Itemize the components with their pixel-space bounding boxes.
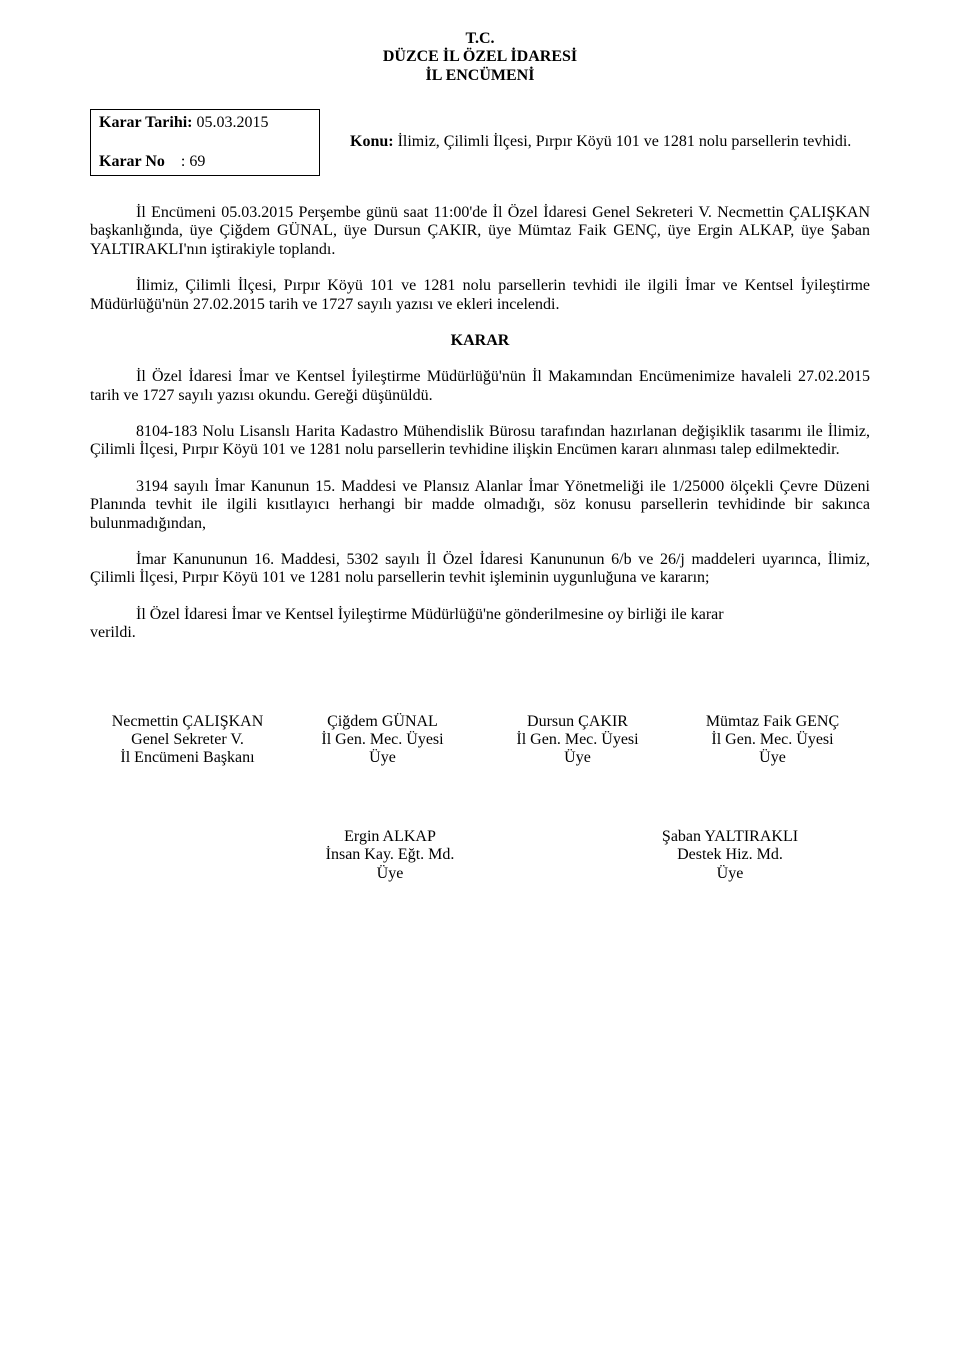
signatory-name: Şaban YALTIRAKLI: [630, 828, 830, 846]
decision-no-label: Karar No: [99, 153, 165, 170]
signatory-title-1: İl Gen. Mec. Üyesi: [480, 731, 675, 749]
decision-date-line: Karar Tarihi: 05.03.2015: [99, 114, 311, 132]
signature-block: Ergin ALKAP İnsan Kay. Eğt. Md. Üye: [290, 828, 490, 883]
signature-block: Şaban YALTIRAKLI Destek Hiz. Md. Üye: [630, 828, 830, 883]
signatory-name: Ergin ALKAP: [290, 828, 490, 846]
decision-no-sep: :: [181, 153, 185, 170]
paragraph-7: İl Özel İdaresi İmar ve Kentsel İyileşti…: [90, 606, 870, 643]
subject-text: İlimiz, Çilimli İlçesi, Pırpır Köyü 101 …: [394, 133, 852, 150]
header-line-1: T.C.: [90, 30, 870, 48]
paragraph-1: İl Encümeni 05.03.2015 Perşembe günü saa…: [90, 204, 870, 259]
subject-label: Konu:: [350, 133, 394, 150]
header-line-2: DÜZCE İL ÖZEL İDARESİ: [90, 48, 870, 66]
header-line-3: İL ENCÜMENİ: [90, 67, 870, 85]
paragraph-3: İl Özel İdaresi İmar ve Kentsel İyileşti…: [90, 368, 870, 405]
signature-block: Dursun ÇAKIR İl Gen. Mec. Üyesi Üye: [480, 713, 675, 768]
signatory-name: Necmettin ÇALIŞKAN: [90, 713, 285, 731]
subject-cell: Konu: İlimiz, Çilimli İlçesi, Pırpır Köy…: [320, 109, 870, 176]
signatory-title-2: Üye: [630, 865, 830, 883]
paragraph-7a: İl Özel İdaresi İmar ve Kentsel İyileşti…: [136, 606, 724, 623]
decision-no-value: 69: [189, 153, 205, 170]
signatory-title-2: Üye: [675, 749, 870, 767]
decision-no-line: Karar No : 69: [99, 153, 311, 171]
meta-row: Karar Tarihi: 05.03.2015 Karar No : 69 K…: [90, 109, 870, 176]
decision-date-value: 05.03.2015: [197, 114, 269, 131]
signatory-name: Dursun ÇAKIR: [480, 713, 675, 731]
signatory-title-2: Üye: [290, 865, 490, 883]
paragraph-4: 8104-183 Nolu Lisanslı Harita Kadastro M…: [90, 423, 870, 460]
signatory-title-2: Üye: [285, 749, 480, 767]
signatory-title-2: Üye: [480, 749, 675, 767]
paragraph-7b: verildi.: [90, 624, 136, 641]
signatory-name: Mümtaz Faik GENÇ: [675, 713, 870, 731]
signatory-title-1: Destek Hiz. Md.: [630, 846, 830, 864]
paragraph-2: İlimiz, Çilimli İlçesi, Pırpır Köyü 101 …: [90, 277, 870, 314]
signatory-name: Çiğdem GÜNAL: [285, 713, 480, 731]
paragraph-6: İmar Kanununun 16. Maddesi, 5302 sayılı …: [90, 551, 870, 588]
signature-row-1: Necmettin ÇALIŞKAN Genel Sekreter V. İl …: [90, 713, 870, 768]
signature-block: Necmettin ÇALIŞKAN Genel Sekreter V. İl …: [90, 713, 285, 768]
document-header: T.C. DÜZCE İL ÖZEL İDARESİ İL ENCÜMENİ: [90, 30, 870, 85]
decision-date-label: Karar Tarihi:: [99, 114, 193, 131]
karar-heading: KARAR: [90, 332, 870, 350]
signatory-title-1: İl Gen. Mec. Üyesi: [285, 731, 480, 749]
signatory-title-1: İnsan Kay. Eğt. Md.: [290, 846, 490, 864]
signatory-title-1: İl Gen. Mec. Üyesi: [675, 731, 870, 749]
decision-meta-box: Karar Tarihi: 05.03.2015 Karar No : 69: [90, 109, 320, 176]
signatory-title-2: İl Encümeni Başkanı: [90, 749, 285, 767]
signatory-title-1: Genel Sekreter V.: [90, 731, 285, 749]
signature-block: Mümtaz Faik GENÇ İl Gen. Mec. Üyesi Üye: [675, 713, 870, 768]
signature-block: Çiğdem GÜNAL İl Gen. Mec. Üyesi Üye: [285, 713, 480, 768]
paragraph-5: 3194 sayılı İmar Kanunun 15. Maddesi ve …: [90, 478, 870, 533]
signature-row-2: Ergin ALKAP İnsan Kay. Eğt. Md. Üye Şaba…: [90, 828, 870, 883]
